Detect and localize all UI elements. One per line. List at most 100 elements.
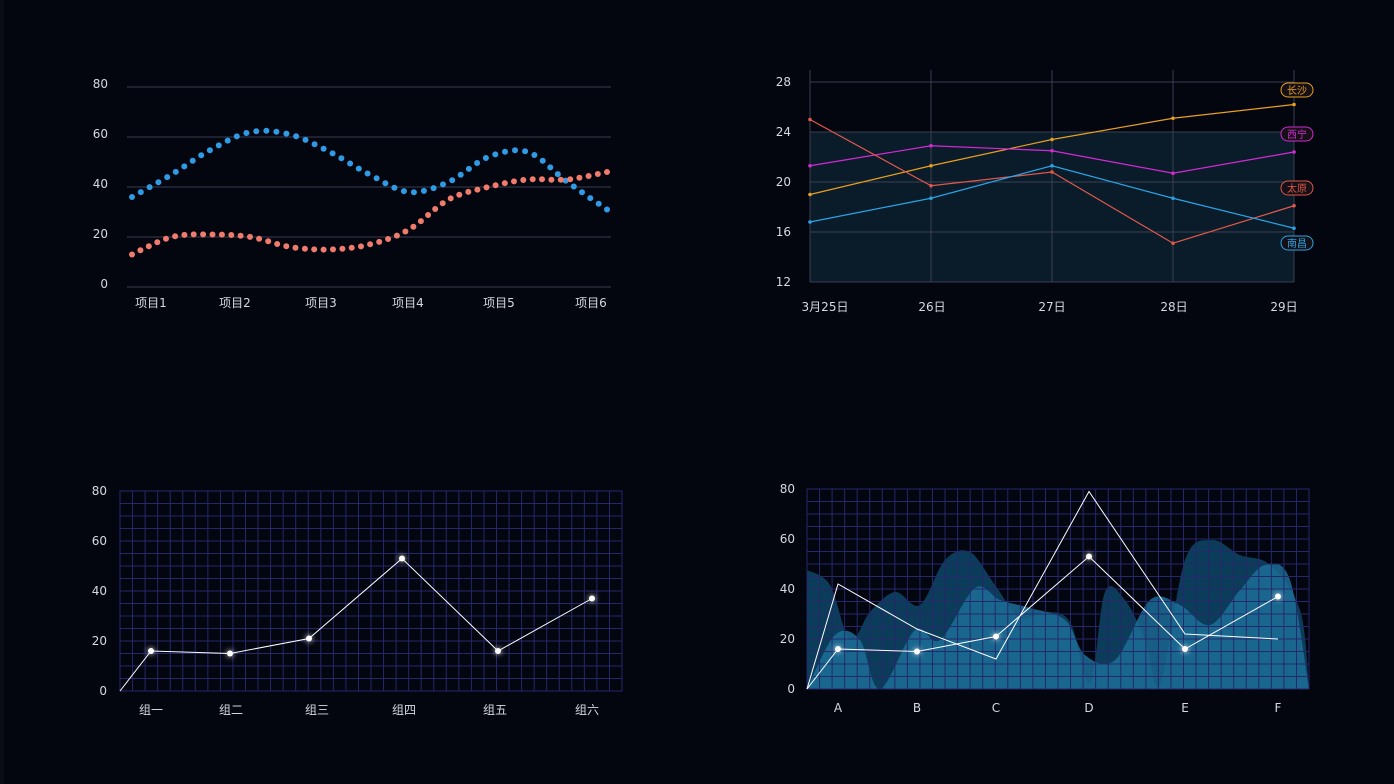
y-tick-label: 60	[780, 532, 795, 546]
x-tick-label: 项目4	[392, 296, 424, 310]
x-tick-label: 28日	[1160, 300, 1187, 314]
series-2-dot	[301, 245, 308, 252]
series-2-dot	[358, 243, 364, 250]
series-1-dot	[440, 181, 446, 188]
series-end-tag-label: 南昌	[1287, 237, 1307, 250]
series-1-dot	[465, 165, 472, 172]
series-1-dot	[206, 147, 213, 154]
series-2-dot	[567, 176, 574, 183]
series-2-dot	[320, 246, 327, 253]
series-point	[1171, 116, 1175, 121]
series-point	[1292, 150, 1296, 154]
series-point	[808, 163, 812, 168]
series-point	[148, 648, 154, 654]
series-2-dot	[447, 195, 454, 202]
series-1-dot	[253, 128, 260, 135]
series-point	[1292, 203, 1296, 208]
series-1-dot	[129, 194, 135, 200]
series-point	[1171, 241, 1175, 246]
series-point	[808, 220, 812, 224]
series-2-dot	[330, 246, 336, 253]
series-1-dot	[364, 170, 371, 177]
series-1-dot	[146, 184, 153, 191]
series-2-dot	[218, 231, 225, 238]
y-tick-label: 40	[93, 177, 108, 191]
series-point	[589, 595, 595, 602]
series-1-dot	[604, 206, 610, 213]
series-1-dot	[382, 180, 389, 187]
y-tick-label: 40	[780, 582, 795, 596]
series-1-dot	[172, 168, 179, 175]
series-point	[1050, 170, 1054, 174]
series-2-dot	[410, 223, 417, 230]
series-1-dot	[311, 141, 318, 148]
series-2-dot	[200, 231, 207, 238]
series-2-dot	[529, 176, 536, 183]
series-2-dot	[376, 238, 383, 245]
series-1-dot	[338, 155, 345, 162]
series-point	[929, 196, 933, 201]
window-edge	[0, 0, 4, 784]
dot-scatter-chart: 0 20 40 60 80 项目1 项目2 项目3 项目4 项目5 项目6	[93, 77, 611, 310]
series-1-dot	[570, 183, 577, 190]
series-point	[808, 192, 812, 197]
series-1-dot	[283, 130, 290, 137]
series-point	[495, 648, 501, 654]
y-tick-label: 80	[93, 77, 108, 91]
group-area-line-chart: 0 20 40 60 80 A B C D E F	[780, 482, 1310, 715]
series-1-dot	[198, 152, 205, 159]
y-tick-label: 20	[92, 634, 107, 648]
series-2-dot	[393, 232, 400, 239]
series-1-dot	[457, 171, 464, 178]
series-1-dot	[224, 137, 231, 144]
series-2-dot	[145, 243, 152, 250]
series-2-dot	[228, 232, 235, 238]
series-2-dot	[402, 228, 409, 235]
y-tick-label: 60	[93, 127, 108, 141]
x-tick-label: 组五	[483, 703, 507, 717]
series-1-dot	[502, 148, 508, 155]
series-2-dot	[585, 173, 592, 179]
x-tick-label: 组六	[575, 703, 599, 717]
series-1-dot	[531, 152, 538, 158]
series-1-dot	[430, 185, 437, 192]
series-2-dot	[557, 176, 564, 183]
series-2-dot	[539, 176, 545, 183]
series-1-dot	[547, 164, 554, 171]
series-2-dot	[237, 232, 244, 239]
series-2-dot	[492, 182, 499, 189]
y-tick-label: 28	[776, 75, 791, 89]
series-point	[306, 635, 312, 642]
series-2-dot	[163, 235, 169, 242]
series-2-dot	[181, 231, 188, 238]
series-2-dot	[417, 218, 424, 225]
x-tick-label: 项目2	[219, 296, 251, 310]
series-2-dot	[190, 231, 197, 238]
x-tick-label: B	[913, 701, 921, 715]
series-end-tag-label: 西宁	[1287, 128, 1307, 141]
series-2-dot	[283, 243, 290, 250]
series-1-dot	[492, 151, 499, 158]
series-point	[914, 648, 920, 655]
x-tick-label: A	[834, 701, 843, 715]
x-tick-label: E	[1181, 701, 1189, 715]
series-2-dot	[483, 184, 490, 191]
series-2-dot	[548, 176, 555, 183]
series-1-dot	[243, 130, 250, 136]
series-point	[929, 183, 933, 188]
series-1-dot	[512, 147, 518, 154]
series-2-dot	[501, 180, 508, 187]
series-2-dot	[594, 171, 601, 177]
series-2-dot	[439, 200, 446, 207]
x-tick-label: 项目5	[483, 296, 515, 310]
x-tick-label: 组二	[219, 703, 243, 717]
series-1-dot	[400, 188, 407, 195]
series-point	[1275, 593, 1281, 600]
series-point	[227, 650, 233, 657]
series-2-dot	[154, 239, 161, 246]
series-2-dot	[432, 206, 439, 212]
y-tick-label: 80	[92, 484, 107, 498]
series-2-dot	[274, 241, 281, 247]
